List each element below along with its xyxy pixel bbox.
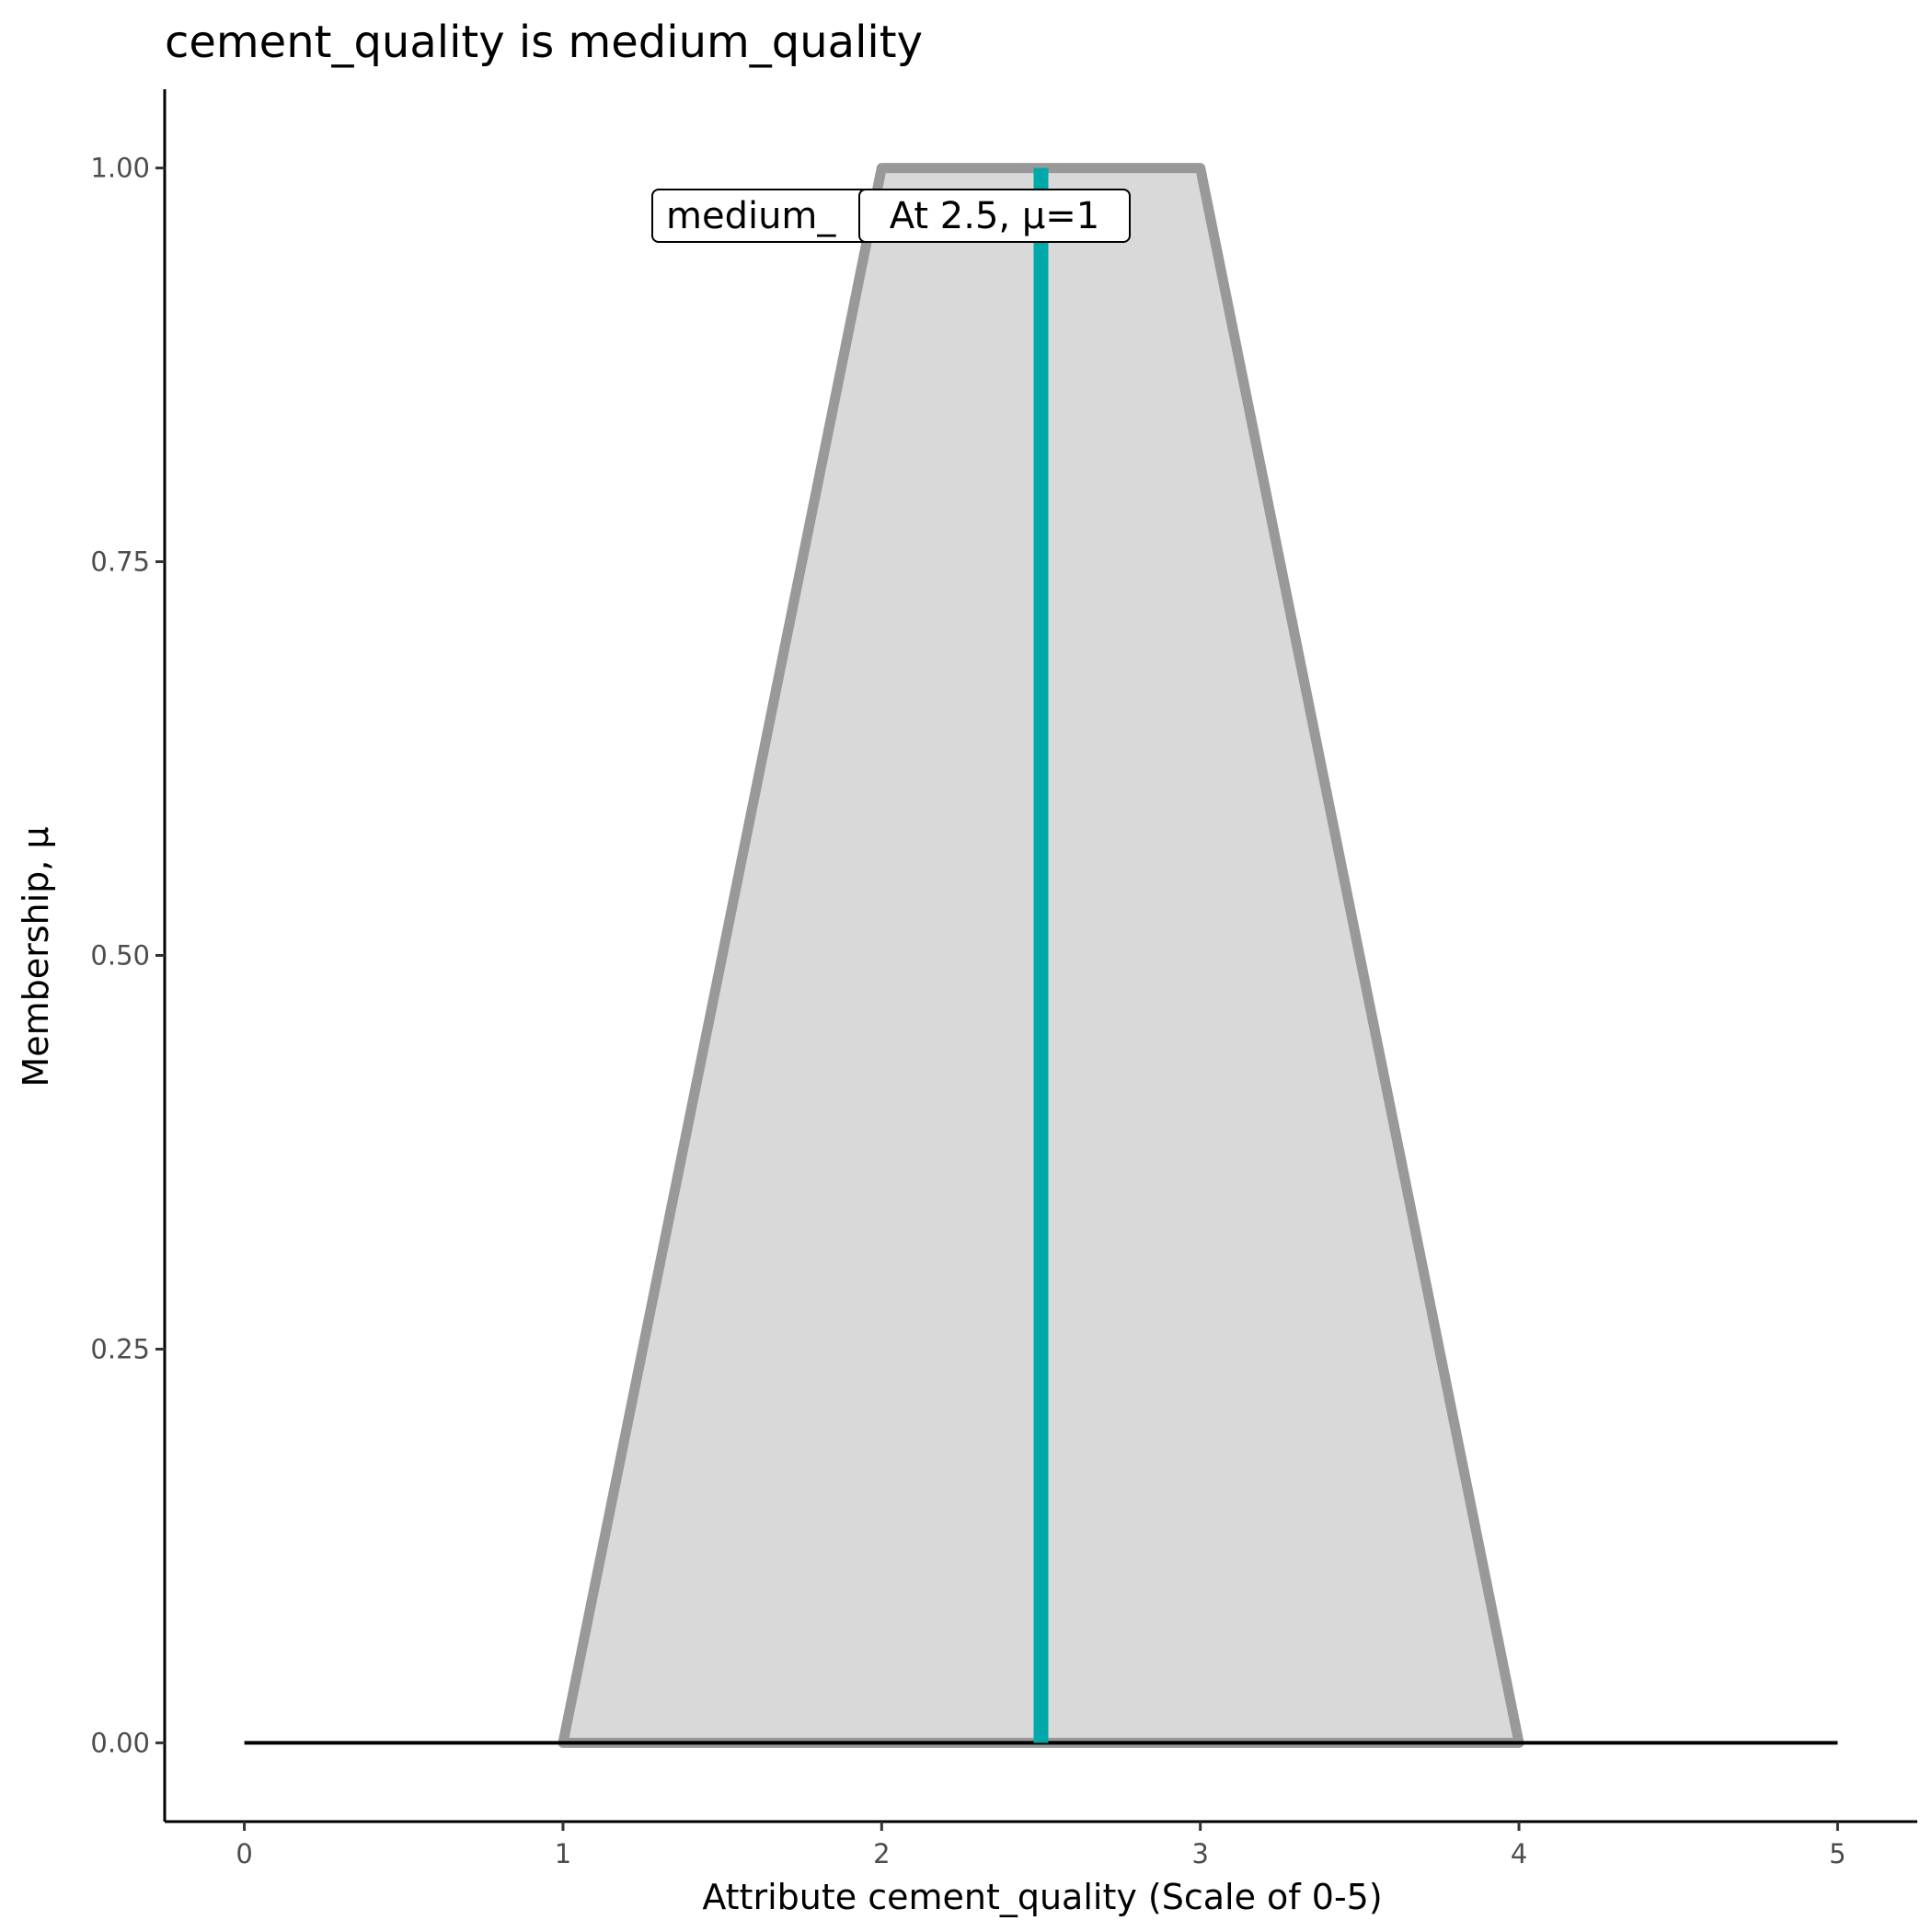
plot-area: medium_ At 2.5, μ=1 0 1 2 3 4 5 0.00 0.25 0.50 0.75…	[90, 89, 1917, 1869]
x-tick-label: 2	[873, 1838, 890, 1869]
label-box-value	[858, 188, 1131, 243]
x-tick-label: 3	[1191, 1838, 1208, 1869]
y-tick-label: 0.00	[90, 1727, 150, 1758]
x-tick-label: 1	[555, 1838, 571, 1869]
y-axis-title: Membership, μ	[16, 826, 56, 1087]
y-tick-label: 0.25	[90, 1333, 150, 1364]
y-tick-label: 0.75	[90, 546, 150, 578]
y-tick-label: 0.50	[90, 940, 150, 972]
y-tick-label: 1.00	[90, 153, 150, 184]
chart-title: cement_quality is medium_quality	[165, 17, 923, 68]
x-tick-label: 0	[236, 1838, 252, 1869]
label-value: At 2.5, μ=1	[890, 195, 1100, 237]
x-tick-label: 4	[1511, 1838, 1527, 1869]
label-set-name: medium_	[666, 195, 836, 237]
x-tick-label: 5	[1829, 1838, 1846, 1869]
x-axis-title: Attribute cement_quality (Scale of 0-5)	[702, 1877, 1382, 1917]
